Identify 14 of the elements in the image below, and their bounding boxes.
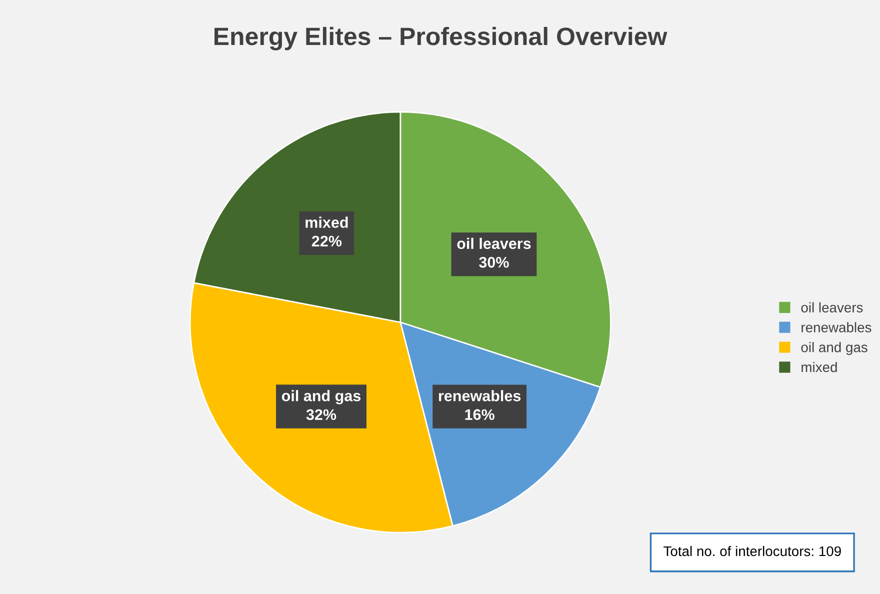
chart-title: Energy Elites – Professional Overview [214,26,668,50]
legend-label: mixed [802,362,837,372]
slice-label: oil and gas [282,390,361,404]
data-label: 30% [479,256,509,268]
data-label: 22% [312,236,342,247]
data-label: 32% [306,409,336,420]
data-label: 16% [465,409,494,420]
legend-label: oil leavers [801,302,863,312]
slice-label: renewables [438,390,521,402]
slice-label: oil leavers [457,238,531,250]
slice-label: mixed [306,216,348,228]
legend-label: oil and gas [801,342,868,355]
text: Total no. of interlocutors: 109 [664,546,841,556]
legend-label: renewables [802,322,872,332]
